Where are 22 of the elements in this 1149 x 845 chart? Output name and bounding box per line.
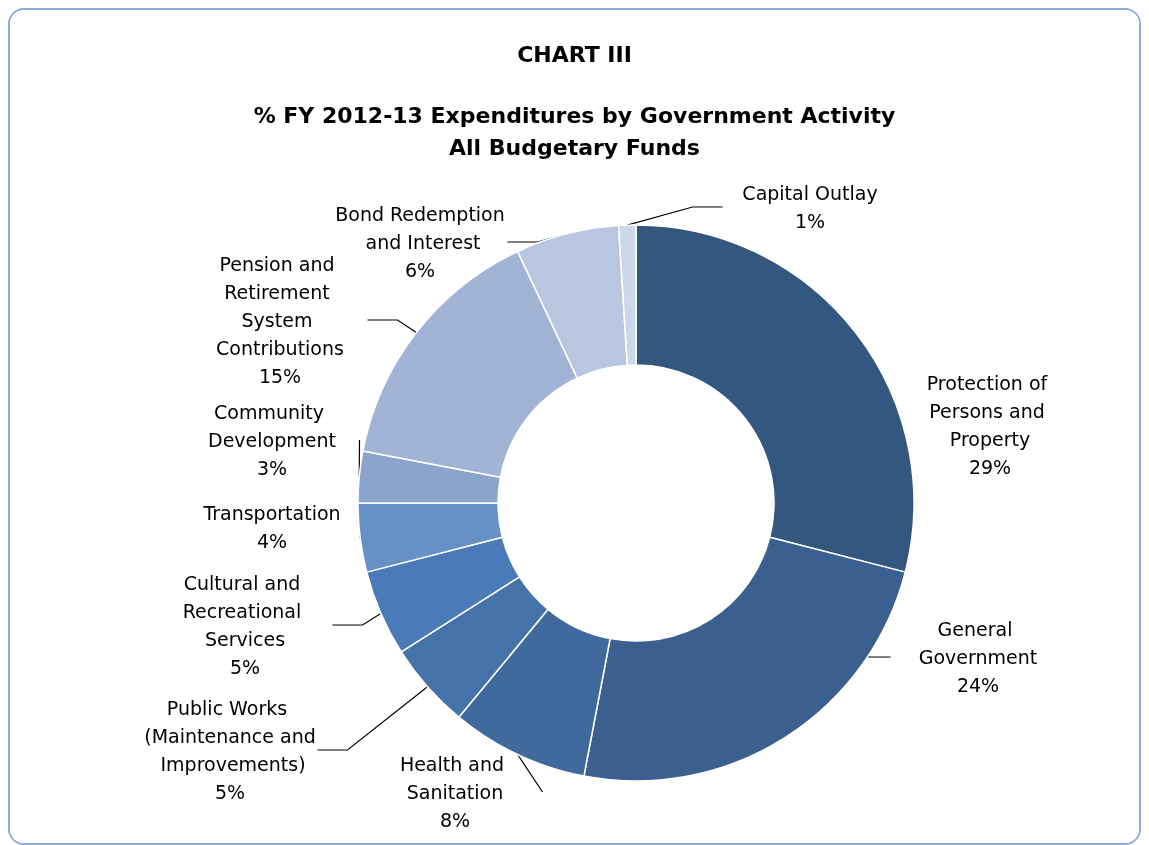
slice-label: Health and Sanitation xyxy=(399,753,511,803)
chart-title: CHART III xyxy=(517,41,632,67)
slice-label: Capital Outlay xyxy=(742,182,878,204)
slice-label: Cultural and Recreational Services xyxy=(182,572,308,650)
data-label: 15% xyxy=(258,365,302,387)
slice-label: Protection of Persons and Property xyxy=(926,372,1054,450)
slice-label: Public Works (Maintenance and Improvements) xyxy=(144,697,316,775)
data-label: 1% xyxy=(794,210,826,232)
slice-label: General Government xyxy=(918,618,1038,668)
slice-label: Community Development xyxy=(208,401,336,451)
data-label: 8% xyxy=(439,809,471,831)
chart-subtitle: % FY 2012-13 Expenditures by Government Activity All Budgetary Funds xyxy=(253,102,896,160)
data-label: 3% xyxy=(256,457,288,479)
data-label: 24% xyxy=(956,674,1000,696)
data-label: 4% xyxy=(256,530,288,552)
data-label: 5% xyxy=(229,656,261,678)
slice-label: Bond Redemption and Interest xyxy=(335,203,505,253)
slice-label: Transportation xyxy=(202,502,341,524)
data-label: 5% xyxy=(214,781,246,803)
data-label: 29% xyxy=(968,456,1012,478)
data-label: 6% xyxy=(404,259,436,281)
slice-label: Pension and Retirement System Contributions xyxy=(216,253,344,359)
